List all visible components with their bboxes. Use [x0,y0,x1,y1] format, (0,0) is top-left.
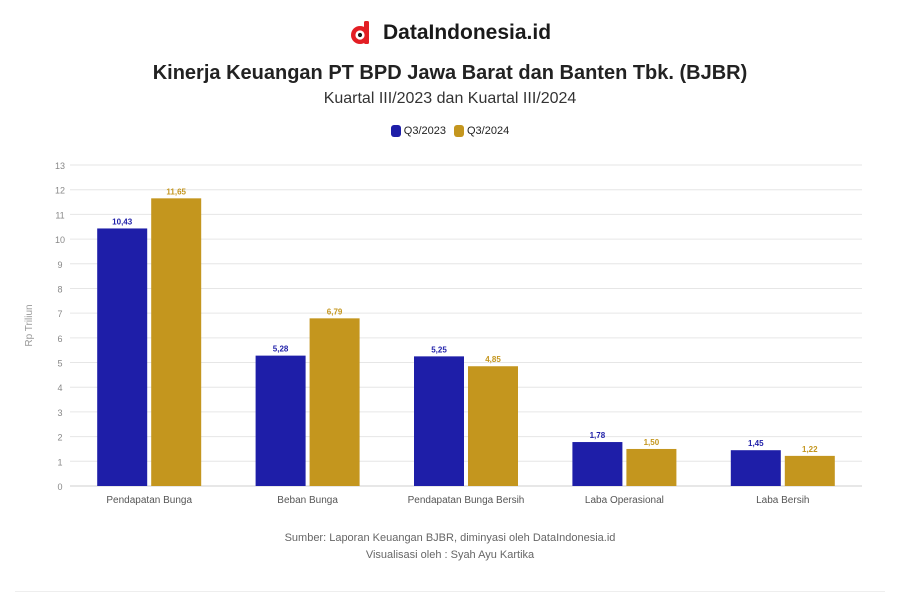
y-tick-label: 7 [57,309,62,319]
x-axis-ticks: Pendapatan Bunga Beban Bunga Pendapatan Bu… [106,495,809,506]
x-tick-label: Beban Bunga [277,495,338,506]
data-label: 4,85 [485,355,501,364]
y-tick-label: 13 [55,161,65,171]
legend: Q3/2023 Q3/2024 [0,125,900,137]
bar-q3-2024 [626,448,677,486]
x-tick-label: Pendapatan Bunga [106,495,192,506]
data-label: 11,65 [166,187,186,196]
data-label: 6,79 [327,307,343,316]
data-labels: 10,43 11,65 5,28 6,79 5,25 4,85 1,78 1,50 1,45 1,… [112,187,818,454]
y-tick-label: 5 [57,359,62,369]
y-tick-label: 1 [57,457,62,467]
credit-text: Visualisasi oleh : Syah Ayu Kartika [365,549,535,561]
y-tick-label: 12 [55,186,65,196]
y-tick-label: 2 [57,433,62,443]
y-tick-label: 0 [57,482,62,492]
legend-item-q3-2024[interactable]: Q3/2024 [454,125,509,137]
x-tick-label: Laba Bersih [756,495,809,506]
bar-q3-2023 [572,442,623,486]
data-label: 1,78 [590,431,606,440]
grid-lines [70,164,862,487]
dataindonesia-logo-icon [350,21,369,44]
y-tick-label: 10 [55,235,65,245]
chart-title: Kinerja Keuangan PT BPD Jawa Barat dan B… [152,62,748,84]
data-label: 1,22 [802,445,818,454]
data-label: 1,50 [644,438,660,447]
data-label: 10,43 [112,217,133,226]
legend-swatch-q3-2023 [390,125,401,137]
x-tick-label: Laba Operasional [585,495,664,506]
legend-label-q3-2024: Q3/2024 [467,125,510,137]
y-tick-label: 11 [55,210,64,220]
y-tick-label: 6 [57,334,62,344]
bar-q3-2023 [414,356,464,486]
y-tick-label: 4 [57,383,62,393]
chart-subtitle: Kuartal III/2023 dan Kuartal III/2024 [323,90,577,107]
y-tick-label: 3 [57,408,62,418]
x-tick-label: Pendapatan Bunga Bersih [408,495,525,506]
bar-q3-2023 [255,355,306,486]
y-tick-label: 9 [57,260,62,270]
source-text: Sumber: Laporan Keuangan BJBR, diminyasi… [284,532,616,544]
bar-q3-2024 [468,366,518,486]
bar-q3-2024 [151,198,202,487]
legend-item-q3-2023[interactable]: Q3/2023 [390,125,446,137]
bar-q3-2023 [97,228,148,486]
bars [97,198,835,487]
data-label: 1,45 [748,439,764,448]
y-tick-label: 8 [57,284,62,294]
bar-q3-2024 [309,318,360,486]
legend-swatch-q3-2024 [454,125,464,137]
y-axis-label: Rp Triliun [24,304,35,346]
legend-label-q3-2023: Q3/2023 [403,125,446,137]
brand-header: DataIndonesia.id [0,20,900,46]
data-label: 5,28 [273,345,289,354]
bottom-divider [15,591,885,592]
brand-name: DataIndonesia.id [382,21,552,44]
data-label: 5,25 [431,345,447,354]
bar-q3-2024 [784,455,835,486]
source-note: Sumber: Laporan Keuangan BJBR, diminyasi… [0,530,900,564]
bar-q3-2023 [730,450,781,486]
